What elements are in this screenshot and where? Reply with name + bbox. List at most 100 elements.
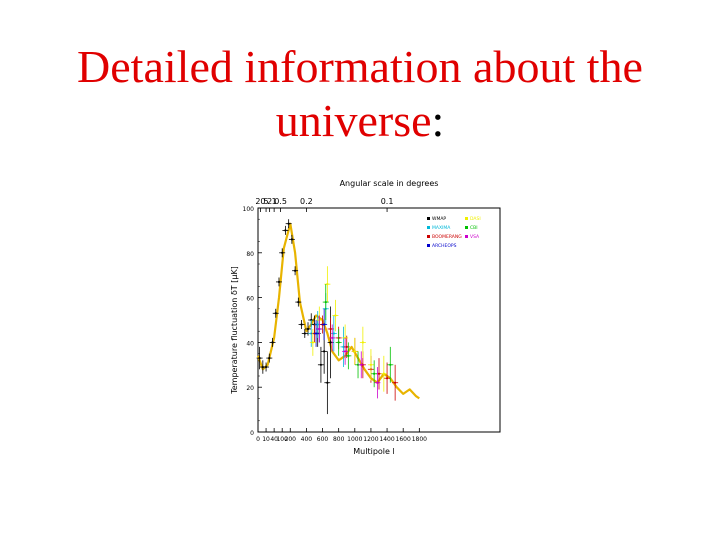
legend-entry-cbi: CBI: [470, 225, 478, 231]
wmap-point: [281, 251, 284, 254]
y-tick-label: 60: [246, 296, 254, 303]
x-tick-label: 1200: [363, 436, 378, 443]
legend-swatch: [427, 235, 430, 238]
dasi-point: [344, 336, 347, 340]
legend-swatch: [427, 244, 430, 247]
legend-swatch: [465, 226, 468, 229]
wmap-point: [284, 229, 287, 232]
wmap-point: [258, 356, 261, 360]
wmap-point: [303, 332, 306, 335]
wmap-point: [271, 341, 274, 344]
top-tick-label: 20: [255, 197, 265, 206]
wmap-point: [268, 356, 271, 360]
wmap-point: [300, 323, 303, 326]
title-line-1: Detailed information about the: [77, 41, 643, 92]
legend-entry-dasi: DASI: [470, 216, 481, 222]
x-tick-label: 800: [333, 436, 345, 443]
maxima-point: [316, 323, 319, 326]
legend-entry-archeops: ARCHEOPS: [432, 243, 457, 249]
boomerang-point: [385, 377, 389, 380]
cbi-point: [337, 341, 340, 344]
wmap-point: [329, 341, 332, 344]
x-tick-label: 1800: [412, 436, 427, 443]
vsa-point: [376, 381, 379, 384]
wmap-point: [306, 327, 310, 331]
cbi-point: [347, 354, 350, 357]
legend-swatch: [465, 217, 468, 220]
x-tick-label: 1400: [379, 436, 394, 443]
top-tick-label: 5: [264, 197, 269, 206]
wmap-point: [310, 318, 313, 322]
x-tick-label: 400: [301, 436, 313, 443]
dasi-point: [326, 283, 329, 286]
cmb-power-spectrum-chart: 0 20 40 60 80 100 0 10 40 100 200 400 600 800 1000 1200…: [215, 170, 515, 470]
top-tick-label: 1: [272, 197, 277, 206]
top-tick-label: 0.2: [300, 197, 313, 206]
archeops-point: [323, 323, 326, 326]
x-tick-label: 10: [262, 436, 270, 443]
wmap-point: [274, 312, 277, 315]
y-axis-label: Temperature fluctuation δT [μK]: [230, 266, 239, 395]
y-tick-label: 40: [246, 340, 254, 347]
legend-entry-vsa: VSA: [470, 234, 480, 240]
dasi-point: [334, 314, 337, 317]
wmap-point: [313, 323, 316, 326]
top-tick-label: 0.5: [274, 197, 287, 206]
wmap-point: [323, 350, 326, 353]
maxima-point: [332, 332, 335, 335]
y-tick-label: 20: [246, 385, 254, 392]
dasi-point: [361, 341, 364, 344]
maxima-point: [342, 345, 345, 348]
x-tick-label: 100: [276, 436, 288, 443]
title-colon: :: [431, 95, 445, 146]
wmap-point: [290, 238, 293, 241]
dasi-point: [353, 350, 356, 353]
slide-title: Detailed information about the universe:: [60, 40, 660, 148]
x-tick-label: 1000: [347, 436, 362, 443]
top-tick-label: 2: [267, 197, 272, 206]
x-tick-label: 0: [256, 436, 260, 443]
wmap-point: [277, 280, 281, 284]
cbi-point: [389, 363, 392, 366]
top-tick-label: 0.1: [381, 197, 394, 206]
wmap-point: [326, 381, 329, 384]
vsa-point: [318, 327, 321, 331]
legend-entry-wmap: WMAP: [432, 216, 446, 222]
chart-title: Angular scale in degrees: [340, 179, 439, 188]
legend-swatch: [427, 226, 430, 229]
cbi-point: [356, 363, 360, 366]
legend-swatch: [427, 217, 430, 220]
maxima-point: [310, 332, 313, 335]
wmap-point: [294, 269, 297, 272]
boomerang-point: [394, 381, 397, 384]
y-tick-label: 0: [250, 430, 254, 437]
model-curve: [256, 222, 420, 400]
wmap-point: [287, 222, 290, 225]
x-tick-label: 1600: [396, 436, 411, 443]
title-line-2: universe: [275, 95, 432, 146]
vsa-point: [360, 363, 363, 366]
wmap-point: [297, 300, 300, 304]
legend-swatch: [465, 235, 468, 238]
plot-frame: [257, 207, 501, 433]
boomerang-point: [345, 345, 348, 348]
vsa-point: [331, 336, 334, 340]
dasi-point: [369, 363, 373, 366]
y-tick-label: 80: [246, 251, 254, 258]
x-tick-label: 600: [317, 436, 329, 443]
vsa-point: [344, 350, 347, 353]
boomerang-point: [329, 327, 332, 331]
wmap-point: [261, 365, 264, 369]
cbi-point: [324, 300, 327, 304]
x-tick-label: 200: [285, 436, 297, 443]
cbi-point: [373, 372, 376, 375]
boomerang-point: [377, 372, 381, 375]
x-tick-label: 40: [270, 436, 278, 443]
x-axis-label: Multipole l: [353, 447, 394, 456]
dasi-point: [382, 372, 385, 375]
y-tick-label: 100: [243, 206, 255, 213]
archeops-point: [314, 332, 318, 335]
legend-entry-maxima: MAXIMA: [432, 225, 451, 231]
wmap-point: [264, 365, 268, 369]
